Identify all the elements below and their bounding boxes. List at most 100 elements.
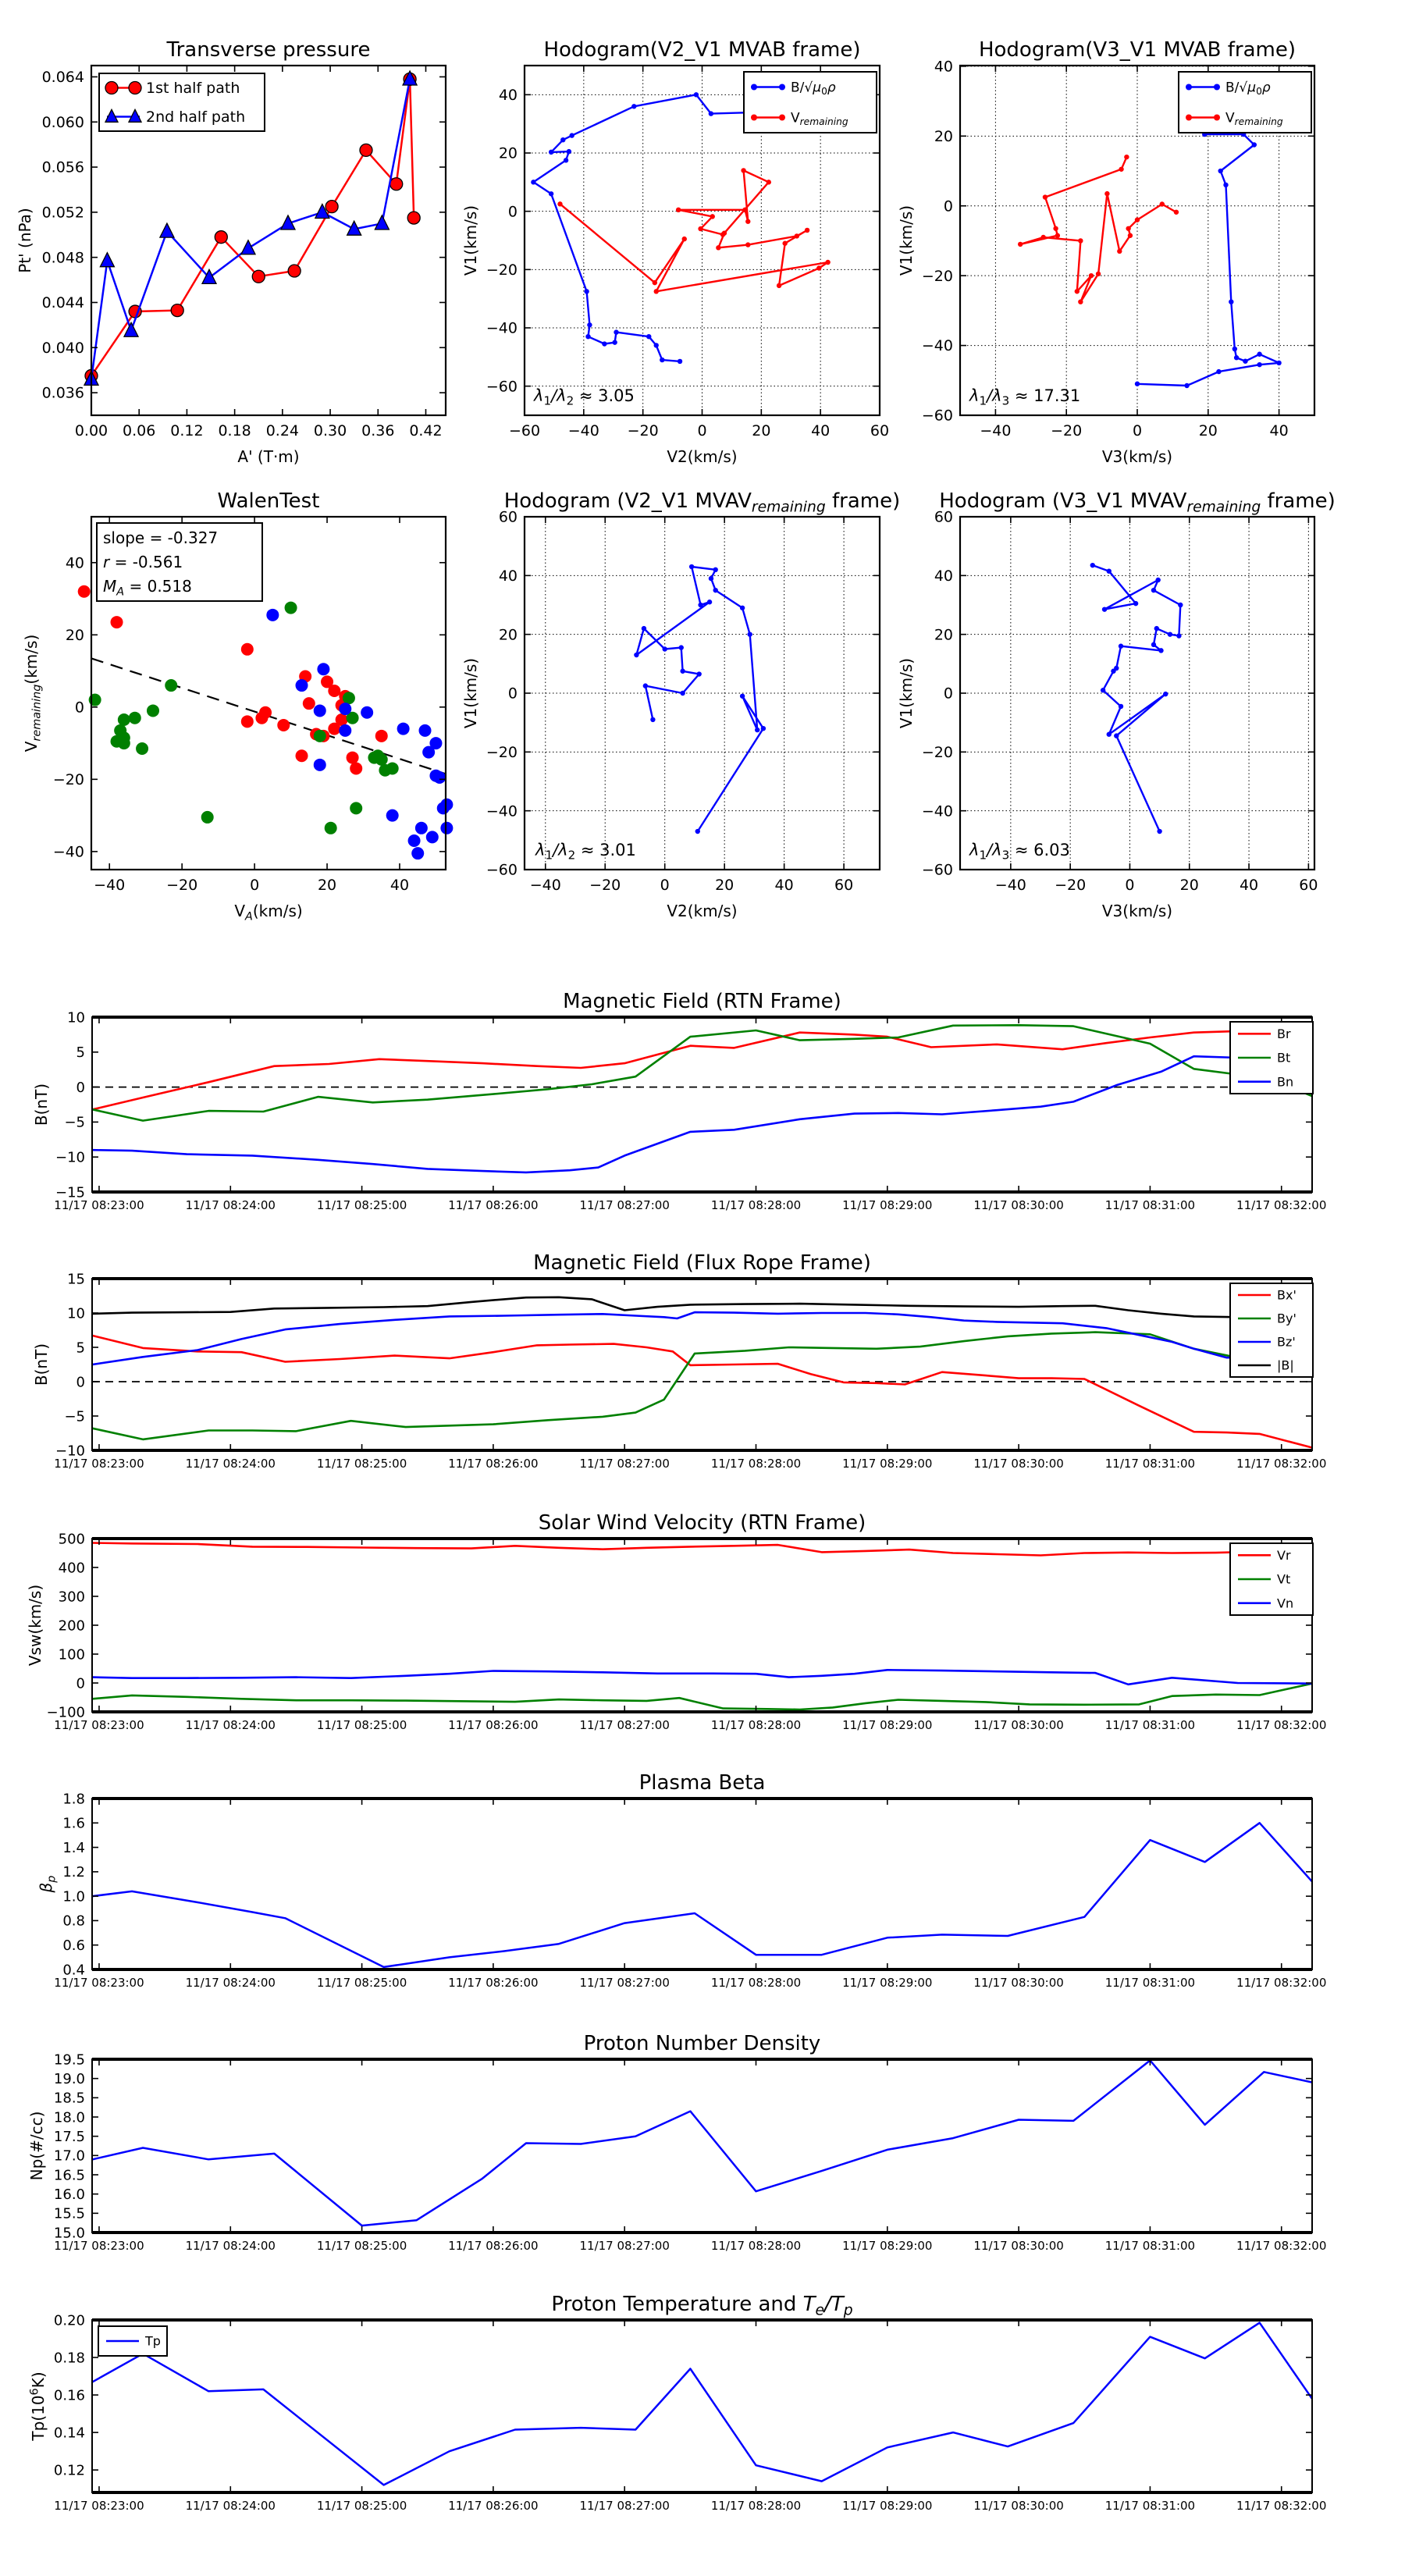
walen-test: −40 −20 0 20 40 −40 −20 0 20 40 WalenTest VA(km/s) V… bbox=[22, 489, 454, 923]
point-marker bbox=[816, 265, 822, 271]
point-marker bbox=[710, 214, 715, 219]
legend-label: Bn bbox=[1277, 1074, 1293, 1089]
x-tick-label: 40 bbox=[811, 422, 830, 439]
y-tick-label: 0.060 bbox=[42, 114, 84, 131]
proton-number-density: 11/17 08:23:00 11/17 08:24:00 11/17 08:25:… bbox=[27, 2032, 1326, 2253]
x-axis-label: A' (T·m) bbox=[237, 447, 299, 466]
y-tick-label: 5 bbox=[76, 1340, 85, 1356]
x-tick-label: 11/17 08:29:00 bbox=[842, 2499, 932, 2513]
y-tick-label: 0.20 bbox=[54, 2312, 85, 2329]
point-marker bbox=[201, 810, 214, 824]
x-axis-label: V3(km/s) bbox=[1102, 447, 1172, 466]
point-marker bbox=[642, 683, 649, 688]
point-marker bbox=[675, 207, 681, 212]
point-marker bbox=[128, 711, 141, 724]
x-tick-label: 40 bbox=[1240, 877, 1258, 894]
x-tick-label: 11/17 08:30:00 bbox=[973, 1718, 1063, 1732]
point-marker bbox=[136, 742, 149, 756]
series-Bx' bbox=[92, 1334, 1313, 1449]
y-axis-label: B(nT) bbox=[32, 1343, 51, 1386]
legend-label: Bx' bbox=[1277, 1288, 1297, 1303]
x-tick-label: 0.18 bbox=[218, 422, 251, 439]
point-marker bbox=[1053, 226, 1058, 231]
point-marker bbox=[1158, 648, 1164, 653]
point-marker bbox=[1154, 625, 1159, 632]
point-marker bbox=[653, 343, 659, 348]
point-marker bbox=[1173, 209, 1179, 215]
point-marker bbox=[1159, 201, 1165, 207]
point-marker bbox=[295, 679, 308, 692]
panel-title: Plasma Beta bbox=[639, 1771, 766, 1795]
point-marker bbox=[745, 219, 751, 224]
y-tick-label: 15.0 bbox=[54, 2225, 85, 2241]
y-tick-label: 200 bbox=[59, 1617, 85, 1634]
stats-line: slope = -0.327 bbox=[103, 528, 218, 547]
point-marker bbox=[585, 334, 591, 340]
y-tick-label: 0.18 bbox=[54, 2350, 85, 2366]
legend-box bbox=[98, 73, 265, 132]
point-marker bbox=[1114, 733, 1119, 738]
point-marker bbox=[342, 692, 355, 705]
point-marker bbox=[1157, 828, 1162, 834]
x-tick-label: 11/17 08:24:00 bbox=[186, 1976, 276, 1990]
x-tick-label: 11/17 08:30:00 bbox=[973, 1976, 1063, 1990]
point-marker bbox=[324, 821, 337, 834]
x-tick-label: −20 bbox=[628, 422, 659, 439]
point-marker bbox=[584, 289, 589, 294]
point-marker bbox=[1216, 368, 1222, 375]
y-tick-label: 10 bbox=[67, 1305, 85, 1322]
point-marker bbox=[1218, 168, 1223, 174]
x-axis-label: V2(km/s) bbox=[667, 902, 737, 920]
y-tick-label: 10 bbox=[67, 1009, 85, 1026]
point-marker bbox=[287, 264, 301, 278]
point-marker bbox=[680, 668, 685, 674]
y-tick-label: −60 bbox=[486, 378, 518, 395]
point-marker bbox=[646, 334, 652, 340]
x-tick-label: 11/17 08:27:00 bbox=[580, 1976, 670, 1990]
panel-title: Hodogram (V2_V1 MVAVremaining frame) bbox=[504, 489, 901, 516]
y-tick-label: 0 bbox=[76, 1080, 85, 1096]
y-tick-label: 0.036 bbox=[42, 385, 84, 402]
point-marker bbox=[170, 303, 184, 318]
y-axis-label: Np(#/cc) bbox=[27, 2112, 46, 2181]
x-tick-label: 11/17 08:24:00 bbox=[186, 2499, 276, 2513]
point-marker bbox=[1090, 562, 1095, 568]
y-tick-label: −20 bbox=[53, 771, 84, 788]
point-marker bbox=[407, 211, 421, 225]
y-tick-label: 20 bbox=[499, 145, 518, 162]
point-marker bbox=[1167, 632, 1173, 637]
y-tick-label: 0 bbox=[76, 1675, 85, 1692]
point-marker bbox=[339, 724, 352, 737]
point-marker bbox=[128, 80, 142, 95]
x-tick-label: 40 bbox=[775, 877, 794, 894]
triangle-marker bbox=[240, 239, 257, 255]
x-tick-label: 11/17 08:30:00 bbox=[973, 2239, 1063, 2253]
y-tick-label: 16.5 bbox=[54, 2167, 85, 2183]
point-marker bbox=[1117, 248, 1122, 254]
point-marker bbox=[105, 80, 119, 95]
legend-label: Br bbox=[1277, 1026, 1291, 1041]
y-axis-label: V1(km/s) bbox=[897, 205, 916, 276]
y-tick-label: −40 bbox=[922, 802, 953, 820]
x-tick-label: 11/17 08:28:00 bbox=[711, 1457, 801, 1471]
x-tick-label: 11/17 08:24:00 bbox=[186, 2239, 276, 2253]
y-tick-label: −40 bbox=[922, 337, 953, 354]
y-axis-label: Vsw(km/s) bbox=[26, 1585, 44, 1666]
point-marker bbox=[414, 821, 428, 834]
y-tick-label: 60 bbox=[499, 509, 518, 526]
point-marker bbox=[386, 809, 399, 822]
point-marker bbox=[429, 737, 443, 750]
x-tick-label: 11/17 08:23:00 bbox=[54, 2239, 144, 2253]
point-marker bbox=[1223, 182, 1229, 188]
point-marker bbox=[117, 737, 130, 750]
point-marker bbox=[346, 751, 359, 764]
x-tick-label: 11/17 08:24:00 bbox=[186, 1198, 276, 1212]
legend-label: Vr bbox=[1277, 1548, 1291, 1563]
x-tick-label: −40 bbox=[568, 422, 599, 439]
point-marker bbox=[825, 259, 831, 265]
point-marker bbox=[1276, 360, 1282, 366]
stats-line: MA = 0.518 bbox=[103, 577, 192, 598]
point-marker bbox=[747, 632, 752, 637]
x-tick-label: 11/17 08:23:00 bbox=[54, 1976, 144, 1990]
